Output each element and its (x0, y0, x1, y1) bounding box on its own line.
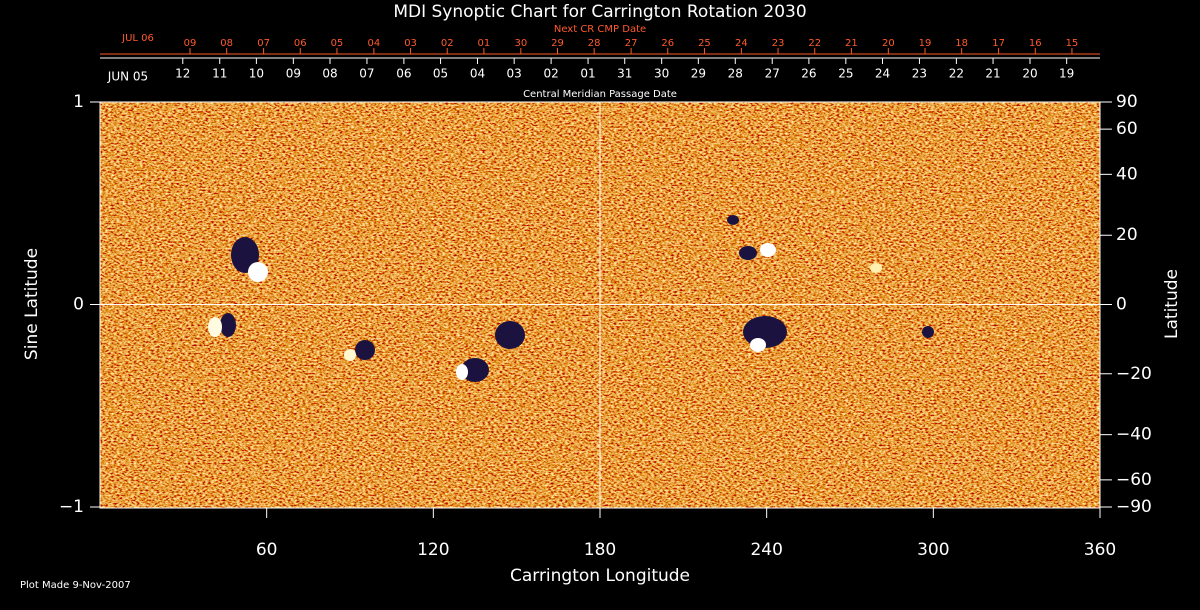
next-cmp-label: 07 (257, 38, 270, 49)
next-cmp-label: 17 (992, 38, 1005, 49)
cmp-label: 27 (765, 67, 780, 81)
cmp-label: 06 (396, 67, 411, 81)
chart-title: MDI Synoptic Chart for Carrington Rotati… (393, 2, 806, 22)
next-cmp-label: 06 (294, 38, 307, 49)
cmp-label: 09 (286, 67, 301, 81)
next-cmp-label: 21 (845, 38, 858, 49)
y2-tick-label: −20 (1116, 364, 1152, 384)
cmp-label: 08 (322, 67, 337, 81)
next-cmp-title: Next CR CMP Date (554, 24, 646, 35)
cmp-label: 30 (654, 67, 669, 81)
next-cmp-label: 30 (514, 38, 527, 49)
next-cmp-label: 23 (772, 38, 785, 49)
cmp-title: Central Meridian Passage Date (523, 89, 677, 100)
cmp-label: 20 (1022, 67, 1037, 81)
next-cmp-label: 02 (441, 38, 454, 49)
cmp-label: 02 (543, 67, 558, 81)
cmp-label: 05 (433, 67, 448, 81)
next-cmp-label: 24 (735, 38, 748, 49)
y2-tick-label: 20 (1116, 225, 1138, 245)
x-tick-label: 360 (1084, 540, 1116, 560)
cmp-label: 01 (580, 67, 595, 81)
next-cmp-label: 18 (955, 38, 968, 49)
next-cmp-label: 04 (368, 38, 381, 49)
x-tick-label: 300 (917, 540, 949, 560)
next-cmp-label: 08 (220, 38, 233, 49)
cmp-label: 26 (801, 67, 816, 81)
y-tick-label: 1 (73, 92, 84, 112)
cmp-label: 29 (691, 67, 706, 81)
next-cmp-label: 22 (808, 38, 821, 49)
footer: Plot Made 9-Nov-2007 (20, 580, 131, 591)
y2-tick-label: −90 (1116, 497, 1152, 517)
cmp-month: JUN 05 (107, 70, 148, 84)
cmp-label: 28 (728, 67, 743, 81)
cmp-label: 21 (985, 67, 1000, 81)
next-cmp-label: 27 (625, 38, 638, 49)
y-axis-title: Sine Latitude (22, 248, 42, 360)
next-cmp-month: JUL 06 (121, 33, 154, 44)
next-cmp-label: 01 (478, 38, 491, 49)
cmp-label: 11 (212, 67, 227, 81)
y2-axis-title: Latitude (1162, 269, 1182, 339)
cmp-label: 23 (912, 67, 927, 81)
cmp-label: 22 (949, 67, 964, 81)
cmp-label: 12 (175, 67, 190, 81)
y2-tick-label: 40 (1116, 164, 1138, 184)
next-cmp-label: 28 (588, 38, 601, 49)
cmp-label: 31 (617, 67, 632, 81)
cmp-label: 10 (249, 67, 264, 81)
next-cmp-label: 20 (882, 38, 895, 49)
cmp-label: 24 (875, 67, 890, 81)
next-cmp-label: 29 (551, 38, 564, 49)
x-tick-label: 120 (417, 540, 449, 560)
y2-tick-label: 90 (1116, 92, 1138, 112)
cmp-label: 25 (838, 67, 853, 81)
active-regions (208, 215, 934, 382)
y2-tick-label: 0 (1116, 295, 1127, 315)
x-tick-label: 180 (584, 540, 616, 560)
next-cmp-label: 25 (698, 38, 711, 49)
y-tick-label: 0 (73, 295, 84, 315)
next-cmp-label: 19 (919, 38, 932, 49)
x-tick-label: 60 (256, 540, 278, 560)
next-cmp-label: 05 (331, 38, 344, 49)
y2-tick-label: −40 (1116, 425, 1152, 445)
cmp-label: 03 (507, 67, 522, 81)
x-tick-label: 240 (750, 540, 782, 560)
y2-tick-label: 60 (1116, 119, 1138, 139)
cmp-label: 04 (470, 67, 485, 81)
next-cmp-label: 16 (1029, 38, 1042, 49)
cmp-label: 07 (359, 67, 374, 81)
next-cmp-label: 15 (1066, 38, 1079, 49)
cmp-label: 19 (1059, 67, 1074, 81)
y-tick-label: −1 (59, 497, 84, 517)
next-cmp-label: 09 (184, 38, 197, 49)
next-cmp-label: 26 (661, 38, 674, 49)
next-cmp-label: 03 (404, 38, 417, 49)
x-axis-title: Carrington Longitude (510, 566, 690, 586)
y2-tick-label: −60 (1116, 470, 1152, 490)
